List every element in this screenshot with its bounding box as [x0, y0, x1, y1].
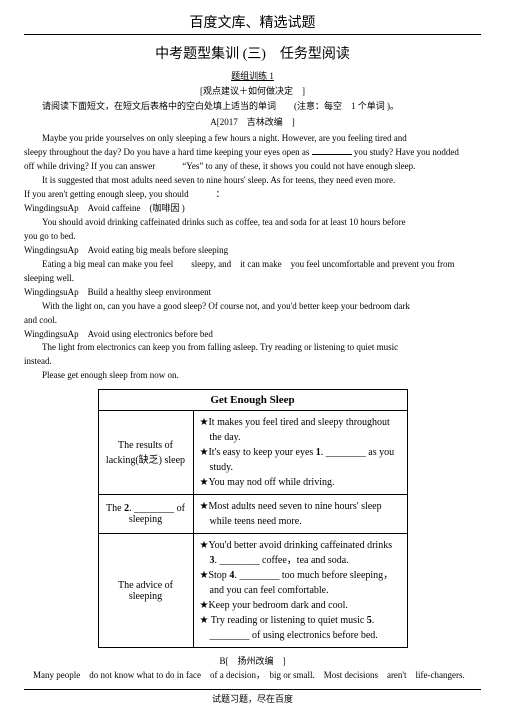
- heading: WingdingsuAp Build a healthy sleep envir…: [24, 286, 481, 300]
- heading: WingdingsuAp Avoid caffeine (咖啡因 ): [24, 202, 481, 216]
- text: off while driving? If you can answer: [24, 161, 182, 171]
- text: “Yes”: [182, 161, 203, 171]
- heading: WingdingsuAp Avoid using electronics bef…: [24, 328, 481, 342]
- paragraph: sleeping well.: [24, 272, 481, 286]
- text: sleepy throughout the day? Do you have a…: [24, 147, 312, 157]
- list-item: ★Most adults need seven to nine hours' s…: [200, 499, 401, 529]
- blank-line: [312, 147, 352, 155]
- list-item: ★ Try reading or listening to quiet musi…: [200, 613, 401, 643]
- paragraph: The light from electronics can keep you …: [24, 341, 481, 355]
- paragraph: Many people do not know what to do in fa…: [24, 669, 481, 683]
- paragraph: Eating a big meal can make you feel slee…: [24, 258, 481, 272]
- text: to any of these, it shows you could not …: [203, 161, 415, 171]
- table-right: ★Most adults need seven to nine hours' s…: [193, 495, 407, 534]
- paragraph: You should avoid drinking caffeinated dr…: [24, 216, 481, 230]
- list-item: ★It makes you feel tired and sleepy thro…: [200, 415, 401, 445]
- paragraph: It is suggested that most adults need se…: [24, 174, 481, 188]
- paragraph: Maybe you pride yourselves on only sleep…: [24, 132, 481, 146]
- paragraph: With the light on, can you have a good s…: [24, 300, 481, 314]
- table-left: The 2. ________ of sleeping: [98, 495, 193, 534]
- paragraph: and cool.: [24, 314, 481, 328]
- instruction: 请阅读下面短文，在短文后表格中的空白处填上适当的单词 (注意：每空 1 个单词 …: [24, 99, 481, 113]
- divider-top: [24, 34, 481, 35]
- list-item: ★You may nod off while driving.: [200, 475, 401, 490]
- group-train: 题组训练 1: [24, 69, 481, 82]
- source-meta-a: A[2017 吉林改编 ]: [24, 115, 481, 128]
- site-header: 百度文库、精选试题: [24, 12, 481, 32]
- table-left: The results of lacking(缺乏) sleep: [98, 411, 193, 495]
- paragraph: If you aren't getting enough sleep, you …: [24, 188, 481, 202]
- text: you study? Have you nodded: [352, 147, 459, 157]
- topic-bracket: [观点建议＋如何做决定 ]: [24, 84, 481, 97]
- table-left: The advice of sleeping: [98, 534, 193, 648]
- list-item: ★Stop 4. ________ too much before sleepi…: [200, 568, 401, 598]
- paragraph: Please get enough sleep from now on.: [24, 369, 481, 383]
- table-right: ★It makes you feel tired and sleepy thro…: [193, 411, 407, 495]
- paragraph: off while driving? If you can answer “Ye…: [24, 160, 481, 174]
- list-item: ★Keep your bedroom dark and cool.: [200, 598, 401, 613]
- paragraph: you go to bed.: [24, 230, 481, 244]
- source-meta-b: B[ 扬州改编 ]: [24, 654, 481, 667]
- divider-bottom: [24, 689, 481, 690]
- main-title: 中考题型集训 (三) 任务型阅读: [24, 43, 481, 63]
- list-item: ★You'd better avoid drinking caffeinated…: [200, 538, 401, 568]
- footer-text: 试题习题，尽在百度: [24, 692, 481, 705]
- answer-table: Get Enough Sleep The results of lacking(…: [98, 389, 408, 648]
- heading: WingdingsuAp Avoid eating big meals befo…: [24, 244, 481, 258]
- table-right: ★You'd better avoid drinking caffeinated…: [193, 534, 407, 648]
- paragraph: sleepy throughout the day? Do you have a…: [24, 146, 481, 160]
- paragraph: instead.: [24, 355, 481, 369]
- table-caption: Get Enough Sleep: [98, 390, 407, 411]
- list-item: ★It's easy to keep your eyes 1. ________…: [200, 445, 401, 475]
